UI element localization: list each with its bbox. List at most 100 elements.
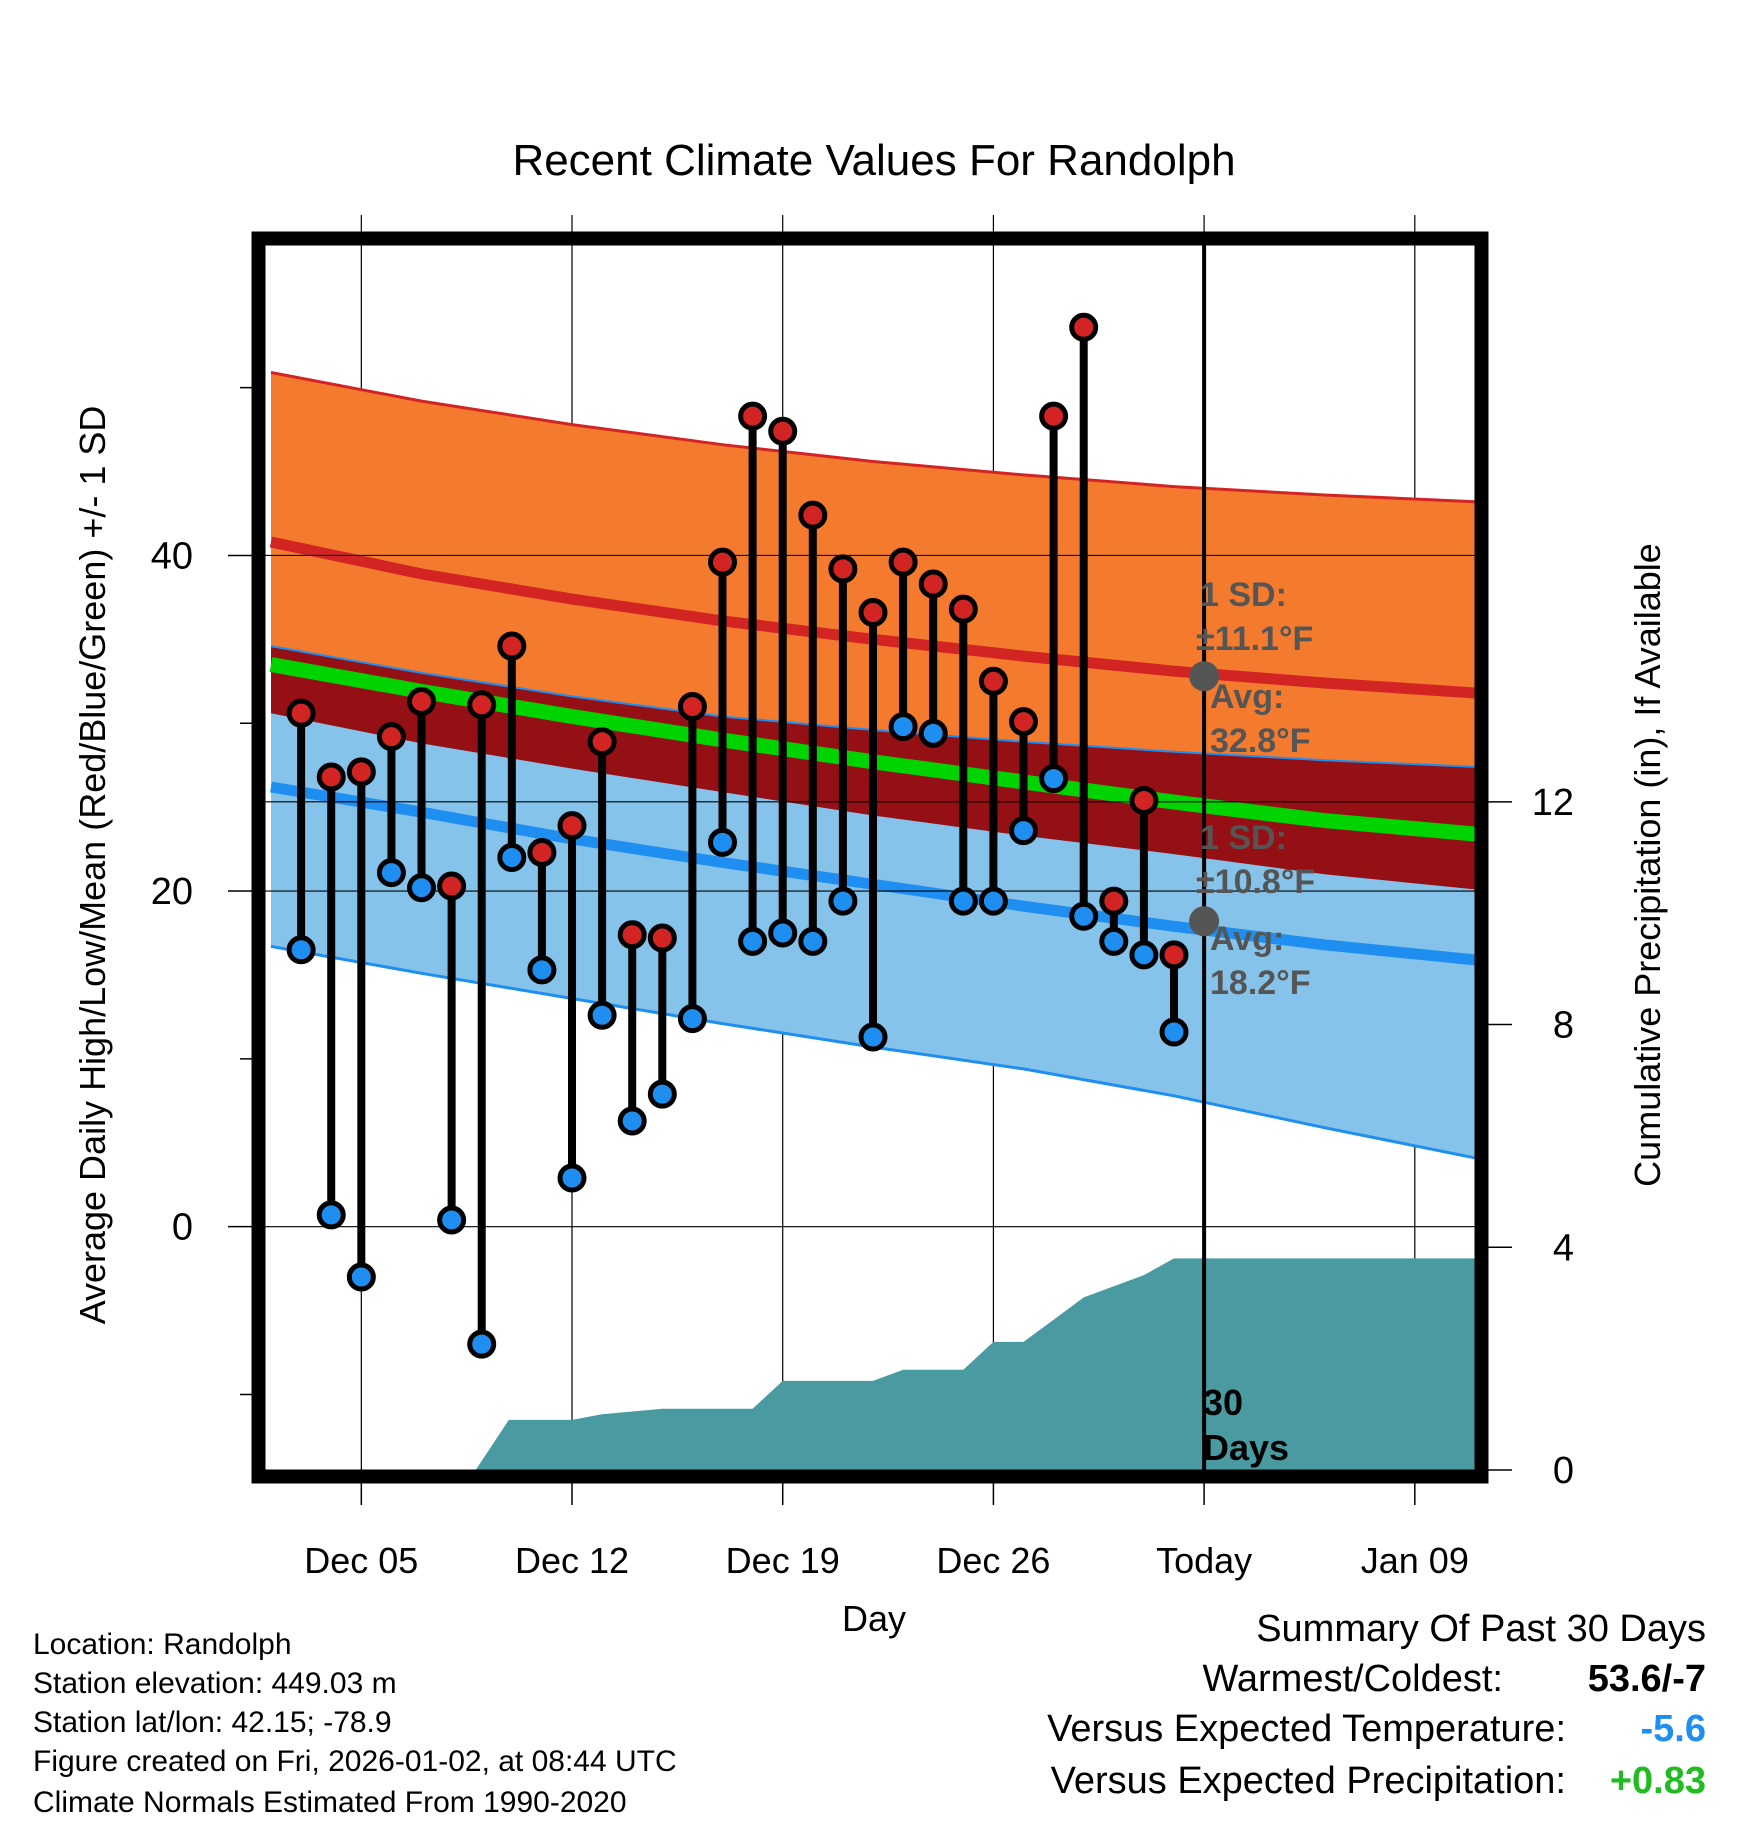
- daily-low-dot-23: [888, 712, 918, 742]
- daily-high-dot-20: [798, 500, 828, 530]
- daily-low-dot-29: [1069, 901, 1099, 931]
- summary-precip-label: Versus Expected Precipitation:: [1050, 1760, 1566, 1802]
- daily-high-dot-7: [407, 686, 437, 716]
- daily-high-dot-13: [587, 727, 617, 757]
- low-avg-label-2: 18.2°F: [1210, 964, 1311, 1002]
- daily-low-dot-26: [978, 886, 1008, 916]
- low-avg-label-1: Avg:: [1210, 920, 1284, 958]
- daily-low-dot-8: [437, 1205, 467, 1235]
- low-sd-label-2: ±10.8°F: [1196, 863, 1315, 901]
- summary-title: Summary Of Past 30 Days: [1256, 1608, 1706, 1650]
- high-sd-label-1: 1 SD:: [1200, 576, 1287, 614]
- daily-low-dot-12: [557, 1163, 587, 1193]
- y-right-tick-label-1: 4: [1553, 1227, 1574, 1269]
- low-sd-label-1: 1 SD:: [1200, 819, 1287, 857]
- daily-high-dot-27: [1009, 707, 1039, 737]
- info-latlon: Station lat/lon: 42.15; -78.9: [33, 1706, 392, 1739]
- daily-low-dot-14: [617, 1106, 647, 1136]
- daily-high-dot-22: [858, 598, 888, 627]
- daily-low-dot-5: [346, 1262, 376, 1292]
- summary-temp-value: -5.6: [1640, 1708, 1706, 1750]
- summary-warmest-label: Warmest/Coldest:: [1202, 1658, 1503, 1700]
- summary-precip-row: Versus Expected Precipitation: +0.83: [0, 1760, 1748, 1810]
- daily-low-dot-7: [407, 873, 437, 903]
- daily-low-dot-31: [1129, 940, 1159, 970]
- daily-high-dot-31: [1129, 785, 1159, 815]
- daily-high-dot-23: [888, 547, 918, 577]
- y-left-tick-label-1: 20: [151, 871, 193, 913]
- daily-high-dot-6: [376, 722, 406, 752]
- daily-high-dot-19: [768, 416, 798, 446]
- daily-low-dot-28: [1039, 764, 1069, 794]
- y-right-tick-label-3: 12: [1532, 782, 1574, 824]
- daily-high-dot-10: [497, 631, 527, 661]
- high-avg-label-1: Avg:: [1210, 678, 1284, 716]
- y-right-tick-label-2: 8: [1553, 1005, 1574, 1047]
- daily-low-dot-3: [286, 935, 316, 965]
- daily-low-dot-18: [738, 926, 768, 956]
- summary-temp-label: Versus Expected Temperature:: [1047, 1708, 1566, 1750]
- daily-low-dot-24: [918, 718, 948, 748]
- plot-area: [265, 245, 1475, 1470]
- high-sd-label-2: ±11.1°F: [1196, 620, 1313, 658]
- info-normals: Climate Normals Estimated From 1990-2020: [33, 1786, 627, 1819]
- daily-high-dot-30: [1099, 886, 1129, 916]
- daily-high-dot-14: [617, 920, 647, 950]
- x-tick-label-5: Jan 09: [1361, 1540, 1469, 1581]
- high-avg-marker: [1189, 661, 1220, 692]
- daily-high-dot-3: [286, 698, 316, 728]
- x-tick-label-4: Today: [1156, 1540, 1252, 1581]
- daily-high-dot-15: [647, 923, 677, 953]
- daily-high-dot-8: [437, 871, 467, 901]
- daily-high-dot-16: [677, 691, 707, 721]
- daily-high-dot-24: [918, 569, 948, 599]
- low-avg-marker: [1189, 906, 1220, 937]
- y-left-tick-label-2: 40: [151, 535, 193, 577]
- x-tick-label-3: Dec 26: [936, 1540, 1050, 1581]
- y-right-tick-label-0: 0: [1553, 1450, 1574, 1492]
- info-created: Figure created on Fri, 2026-01-02, at 08…: [33, 1745, 677, 1778]
- x-tick-label-1: Dec 12: [515, 1540, 629, 1581]
- daily-high-dot-4: [316, 762, 346, 792]
- daily-low-dot-21: [828, 886, 858, 916]
- summary-warmest-value: 53.6/-7: [1587, 1658, 1706, 1700]
- daily-high-dot-32: [1159, 940, 1189, 970]
- daily-high-dot-5: [346, 757, 376, 787]
- daily-high-dot-29: [1069, 312, 1099, 342]
- precip-area: [265, 1258, 1475, 1470]
- daily-low-dot-30: [1099, 926, 1129, 956]
- daily-high-dot-21: [828, 554, 858, 584]
- x-tick-label-2: Dec 19: [726, 1540, 840, 1581]
- daily-high-dot-26: [978, 666, 1008, 696]
- y-right-axis-label: Cumulative Precipitation (in), If Availa…: [1627, 543, 1668, 1187]
- daily-low-dot-11: [527, 955, 557, 985]
- high-upper-edge: [270, 371, 1475, 504]
- info-location: Location: Randolph: [33, 1628, 292, 1661]
- daily-low-dot-22: [858, 1022, 888, 1052]
- y-left-axis-label: Average Daily High/Low/Mean (Red/Blue/Gr…: [72, 406, 113, 1325]
- daily-high-dot-18: [738, 401, 768, 431]
- daily-low-dot-10: [497, 843, 527, 872]
- daily-low-dot-13: [587, 1000, 617, 1030]
- high-avg-label-2: 32.8°F: [1210, 722, 1311, 760]
- daily-low-dot-15: [647, 1079, 677, 1109]
- today-count-label-2: Days: [1203, 1427, 1289, 1468]
- daily-low-dot-25: [948, 886, 978, 916]
- summary-warmest-row: Warmest/Coldest: 53.6/-7: [0, 1658, 1748, 1708]
- daily-low-dot-6: [376, 858, 406, 888]
- daily-low-dot-9: [467, 1329, 497, 1359]
- summary-temp-row: Versus Expected Temperature: -5.6: [0, 1708, 1748, 1758]
- daily-low-dot-27: [1009, 816, 1039, 846]
- y-left-tick-label-0: 0: [172, 1207, 193, 1249]
- daily-low-dot-19: [768, 918, 798, 948]
- plot-frame: [251, 231, 1489, 1484]
- x-axis-label: Day: [842, 1598, 906, 1639]
- daily-low-dot-16: [677, 1004, 707, 1034]
- daily-low-dot-17: [708, 827, 738, 857]
- daily-low-dot-32: [1159, 1017, 1189, 1047]
- x-tick-label-0: Dec 05: [304, 1540, 418, 1581]
- daily-high-dot-28: [1039, 401, 1069, 431]
- info-elevation: Station elevation: 449.03 m: [33, 1667, 397, 1700]
- daily-high-dot-11: [527, 837, 557, 867]
